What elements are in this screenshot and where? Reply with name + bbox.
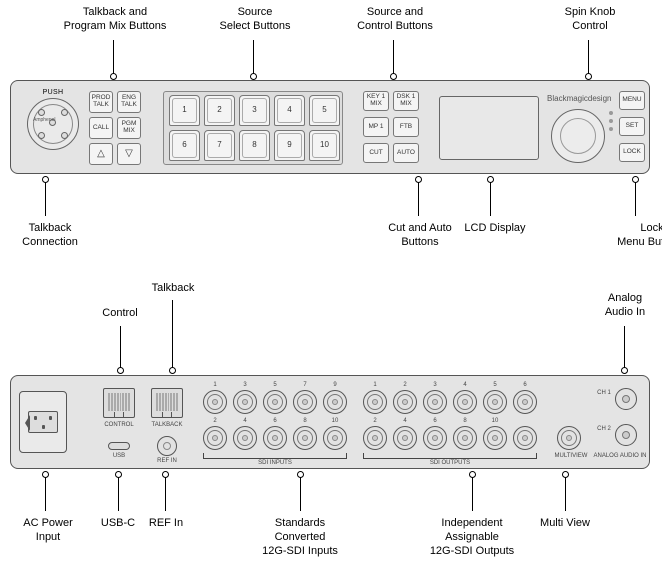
sdi-out-2 — [393, 390, 417, 414]
sdi-in-5 — [263, 390, 287, 414]
source-4-button[interactable]: 4 — [274, 95, 305, 126]
sdi-in-bracket — [203, 453, 347, 459]
source-3-button[interactable]: 3 — [239, 95, 270, 126]
label-ac: AC PowerInput — [8, 517, 88, 545]
usb-label: USB — [103, 453, 135, 459]
brand-label: Blackmagicdesign — [547, 94, 611, 103]
label-lock-menu: Lock andMenu Buttons — [585, 222, 662, 250]
label-multiview: Multi View — [530, 517, 600, 531]
label-source-control: Source andControl Buttons — [345, 6, 445, 34]
sdi-in-2 — [203, 426, 227, 450]
source-5-button[interactable]: 5 — [309, 95, 340, 126]
lcd-display — [439, 96, 539, 160]
ch2-label: CH 2 — [595, 426, 613, 432]
analog-audio-in-label: ANALOG AUDIO IN — [591, 453, 649, 459]
control-rj45-port — [103, 388, 135, 418]
sdi-out-b8 — [453, 426, 477, 450]
sdi-out-b6 — [423, 426, 447, 450]
sdi-in-3 — [233, 390, 257, 414]
sdi-in-9 — [323, 390, 347, 414]
refin-label: REF IN — [151, 458, 183, 464]
source-6-button[interactable]: 6 — [169, 130, 200, 161]
label-rear-talkback: Talkback — [138, 282, 208, 296]
source-8-button[interactable]: 8 — [239, 130, 270, 161]
source-9-button[interactable]: 9 — [274, 130, 305, 161]
sdi-in-1 — [203, 390, 227, 414]
source-1-button[interactable]: 1 — [169, 95, 200, 126]
eng-talk-button[interactable]: ENGTALK — [117, 91, 141, 113]
usb-c-port — [108, 442, 130, 450]
label-sdi-out: IndependentAssignable12G-SDI Outputs — [412, 517, 532, 558]
label-rear-control: Control — [90, 307, 150, 321]
sdi-out-b10 — [483, 426, 507, 450]
multiview-label: MULTIVIEW — [551, 453, 591, 459]
label-sdi-in: StandardsConverted12G-SDI Inputs — [240, 517, 360, 558]
sdi-out-b4 — [393, 426, 417, 450]
label-talkback-conn: TalkbackConnection — [5, 222, 95, 250]
lock-button[interactable]: LOCK — [619, 143, 645, 162]
label-source-select: SourceSelect Buttons — [205, 6, 305, 34]
label-spin-knob: Spin KnobControl — [540, 6, 640, 34]
sdi-out-6 — [513, 390, 537, 414]
label-refin: REF In — [138, 517, 194, 531]
led-indicators — [609, 111, 613, 131]
ch1-label: CH 1 — [595, 390, 613, 396]
pgm-mix-button[interactable]: PGMMIX — [117, 117, 141, 139]
talkback-port-label: TALKBACK — [149, 422, 185, 428]
ref-in-bnc — [157, 436, 177, 456]
sdi-out-3 — [423, 390, 447, 414]
sdi-in-6 — [263, 426, 287, 450]
sdi-in-7 — [293, 390, 317, 414]
label-talkback-mix: Talkback andProgram Mix Buttons — [55, 6, 175, 34]
cut-button[interactable]: CUT — [363, 143, 389, 163]
sdi-in-10 — [323, 426, 347, 450]
mp1-button[interactable]: MP 1 — [363, 117, 389, 137]
sdi-out-4 — [453, 390, 477, 414]
analog-ch1-rca — [615, 388, 637, 410]
front-panel: PUSH Amphenol PRODTALK ENGTALK CALL PGMM… — [10, 80, 650, 174]
source-10-button[interactable]: 10 — [309, 130, 340, 161]
label-lcd: LCD Display — [450, 222, 540, 236]
sdi-in-4 — [233, 426, 257, 450]
source-2-button[interactable]: 2 — [204, 95, 235, 126]
dsk1-mix-button[interactable]: DSK 1MIX — [393, 91, 419, 111]
sdi-out-extra — [513, 426, 537, 450]
talkback-rj45-port — [151, 388, 183, 418]
ac-power-input — [19, 391, 67, 453]
prod-talk-button[interactable]: PRODTALK — [89, 91, 113, 113]
ftb-button[interactable]: FTB — [393, 117, 419, 137]
label-rear-analog: AnalogAudio In — [590, 292, 660, 320]
rear-panel: CONTROL TALKBACK USB REF IN 1 3 5 7 9 2 … — [10, 375, 650, 469]
sdi-outputs-label: SDI OUTPUTS — [363, 460, 537, 466]
key1-mix-button[interactable]: KEY 1MIX — [363, 91, 389, 111]
sdi-out-5 — [483, 390, 507, 414]
auto-button[interactable]: AUTO — [393, 143, 419, 163]
multiview-bnc — [557, 426, 581, 450]
sdi-in-8 — [293, 426, 317, 450]
push-label: PUSH — [27, 89, 79, 96]
sdi-out-1 — [363, 390, 387, 414]
spin-knob[interactable] — [551, 109, 605, 163]
menu-button[interactable]: MENU — [619, 91, 645, 110]
control-port-label: CONTROL — [103, 422, 135, 428]
sdi-inputs-label: SDI INPUTS — [203, 460, 347, 466]
up-button[interactable]: △ — [89, 143, 113, 165]
talkback-xlr-connector: PUSH — [27, 89, 79, 167]
set-button[interactable]: SET — [619, 117, 645, 136]
call-button[interactable]: CALL — [89, 117, 113, 139]
source-7-button[interactable]: 7 — [204, 130, 235, 161]
sdi-out-b2 — [363, 426, 387, 450]
down-button[interactable]: ▽ — [117, 143, 141, 165]
analog-ch2-rca — [615, 424, 637, 446]
sdi-out-bracket — [363, 453, 537, 459]
amphenol-label: Amphenol — [33, 117, 56, 123]
